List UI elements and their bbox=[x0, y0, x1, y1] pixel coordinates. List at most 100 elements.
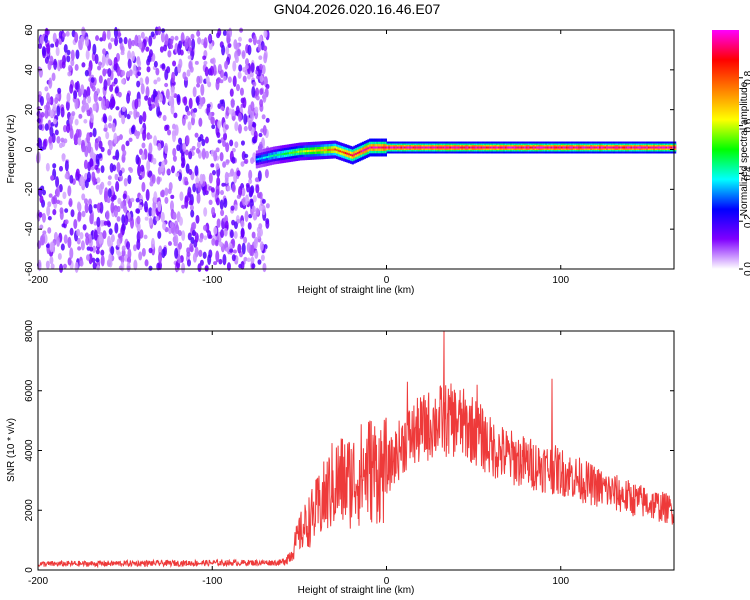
spectrogram-cell bbox=[143, 200, 148, 213]
spectrogram-cell bbox=[78, 38, 83, 50]
x-tick-label: 0 bbox=[384, 275, 390, 286]
spectrogram-cell bbox=[135, 208, 140, 214]
spectrogram-cell bbox=[129, 167, 134, 173]
spectrogram-cell bbox=[438, 146, 442, 149]
spectrogram-cell bbox=[450, 146, 454, 149]
spectrogram-cell bbox=[138, 114, 143, 125]
spectrogram-cell bbox=[187, 186, 192, 198]
spectrogram-cell bbox=[198, 117, 203, 127]
spectrogram-cell bbox=[152, 157, 157, 165]
spectrogram-cell bbox=[204, 150, 209, 159]
spectrogram-cell bbox=[141, 142, 146, 149]
spectrogram-cell bbox=[39, 95, 44, 106]
spectrogram-cell bbox=[140, 164, 145, 173]
spectrogram-cell bbox=[90, 166, 95, 171]
spectrogram-cell bbox=[93, 229, 98, 241]
spectrogram-cell bbox=[208, 42, 213, 51]
spectrogram-cell bbox=[153, 90, 158, 97]
spectrogram-cell bbox=[92, 245, 97, 253]
spectrogram-cell bbox=[532, 146, 536, 149]
spectrogram-cell bbox=[100, 181, 105, 190]
spectrogram-cell bbox=[231, 183, 236, 193]
spectrogram-cell bbox=[107, 180, 112, 186]
spectrogram-cell bbox=[145, 46, 150, 52]
spectrogram-cell bbox=[421, 146, 424, 149]
spectrogram-cell bbox=[69, 247, 74, 260]
spectrogram-cell bbox=[96, 177, 101, 184]
spectrogram-cell bbox=[78, 113, 83, 119]
spectrogram-cell bbox=[107, 67, 112, 78]
snr-series-line bbox=[37, 330, 675, 569]
spectrogram-cell bbox=[56, 136, 61, 144]
spectrogram-cell bbox=[632, 146, 635, 149]
spectrogram-cell bbox=[112, 155, 117, 160]
spectrogram-cell bbox=[251, 263, 256, 269]
spectrogram-cell bbox=[151, 207, 156, 218]
x-tick-label: 100 bbox=[552, 576, 569, 587]
spectrogram-cell bbox=[414, 146, 417, 149]
spectrogram-cell bbox=[562, 146, 565, 149]
spectrogram-cell bbox=[204, 136, 209, 144]
spectrogram-cell bbox=[243, 125, 248, 132]
spectrogram-cell bbox=[197, 37, 202, 45]
spectrogram-cell bbox=[148, 35, 153, 47]
spectrogram-cell bbox=[167, 241, 172, 246]
spectrogram-cell bbox=[249, 71, 254, 78]
spectrogram-cell bbox=[222, 161, 227, 168]
spectrogram-cell bbox=[146, 160, 151, 172]
spectrogram-cell bbox=[166, 168, 171, 175]
spectrogram-cell bbox=[231, 219, 236, 226]
spectrogram-cell bbox=[449, 146, 452, 149]
spectrogram-cell bbox=[63, 138, 68, 144]
spectrogram-cell bbox=[309, 149, 313, 152]
x-tick-label: 0 bbox=[384, 576, 390, 587]
spectrogram-cell bbox=[210, 187, 215, 193]
spectrogram-cell bbox=[231, 115, 236, 121]
spectrogram-cell bbox=[49, 109, 54, 118]
spectrogram-cell bbox=[93, 204, 98, 209]
spectrogram-cell bbox=[136, 215, 141, 225]
spectrogram-cell bbox=[248, 169, 253, 180]
spectrogram-cell bbox=[218, 241, 223, 248]
spectrogram-cell bbox=[600, 146, 604, 149]
spectrogram-cell bbox=[73, 134, 78, 143]
spectrogram-cell bbox=[153, 79, 158, 85]
spectrogram-cell bbox=[220, 209, 225, 217]
spectrogram-cell bbox=[301, 150, 304, 153]
spectrogram-cell bbox=[208, 199, 213, 206]
spectrogram-cell bbox=[649, 146, 652, 149]
spectrogram-cell bbox=[236, 170, 241, 177]
spectrogram-cell bbox=[384, 146, 387, 149]
spectrogram-cell bbox=[64, 219, 69, 225]
colorbar-tick-label: 0.2 bbox=[743, 214, 750, 228]
spectrogram-cell bbox=[127, 38, 132, 50]
spectrogram-cell bbox=[67, 185, 72, 197]
spectrogram-cell bbox=[121, 78, 126, 85]
spectrogram-cell bbox=[593, 146, 597, 149]
spectrogram-cell bbox=[79, 260, 84, 267]
spectrogram-cell bbox=[221, 182, 226, 187]
spectrogram-cell bbox=[344, 152, 347, 155]
spectrogram-cell bbox=[618, 146, 621, 149]
spectrogram-cell bbox=[64, 160, 69, 172]
spectrogram-cell bbox=[363, 148, 367, 151]
spectrogram-cell bbox=[102, 48, 107, 55]
spectrogram-cell bbox=[70, 59, 75, 67]
spectrogram-cell bbox=[96, 203, 101, 211]
spectrogram-cell bbox=[534, 146, 537, 149]
spectrogram-cell bbox=[174, 234, 179, 246]
spectrogram-cell bbox=[147, 55, 152, 63]
spectrogram-cell bbox=[126, 113, 131, 120]
spectrogram-cell bbox=[667, 146, 670, 149]
spectrogram-cell bbox=[175, 172, 180, 177]
spectrogram-cell bbox=[176, 144, 181, 152]
spectrogram-cell bbox=[138, 39, 143, 50]
spectrogram-cell bbox=[360, 150, 363, 153]
spectrogram-cell bbox=[194, 132, 199, 138]
spectrogram-cell bbox=[323, 149, 327, 152]
spectrogram-cell bbox=[428, 146, 431, 149]
spectrogram-cell bbox=[240, 220, 245, 228]
spectrogram-cell bbox=[41, 212, 46, 223]
spectrogram-cell bbox=[260, 254, 265, 262]
